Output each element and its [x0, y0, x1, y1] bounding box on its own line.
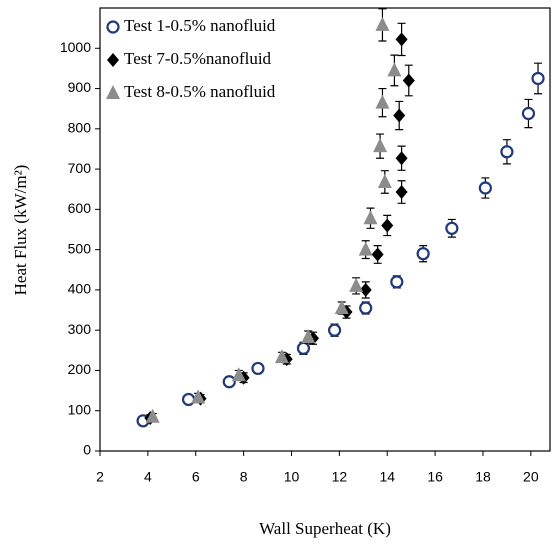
y-tick-label: 1000 — [60, 39, 91, 55]
data-point — [296, 341, 311, 355]
data-point — [222, 375, 236, 389]
data-point — [231, 367, 246, 382]
legend-label: Test 1-0.5% nanofluid — [124, 16, 276, 35]
legend-label: Test 8-0.5% nanofluid — [124, 82, 276, 101]
data-point — [274, 349, 289, 364]
data-point — [375, 16, 390, 31]
data-point — [521, 106, 536, 121]
data-point — [358, 241, 373, 256]
data-point — [402, 73, 415, 88]
data-point — [375, 94, 390, 109]
legend-marker — [106, 85, 120, 99]
data-point — [145, 408, 160, 423]
data-point — [387, 62, 402, 77]
data-point — [373, 138, 388, 153]
y-tick-label: 700 — [68, 160, 92, 176]
data-point — [191, 389, 206, 404]
data-point — [395, 32, 408, 47]
data-point — [359, 282, 372, 297]
y-tick-label: 0 — [83, 442, 91, 458]
x-tick-label: 2 — [96, 469, 104, 485]
y-tick-label: 400 — [68, 281, 92, 297]
data-point — [395, 185, 408, 200]
data-point — [390, 275, 404, 289]
data-point — [349, 277, 364, 292]
x-tick-label: 16 — [427, 469, 443, 485]
y-tick-label: 900 — [68, 79, 92, 95]
legend-marker — [106, 20, 120, 34]
legend-label: Test 7-0.5%nanofluid — [124, 49, 272, 68]
x-tick-label: 8 — [240, 469, 248, 485]
plot-frame — [99, 7, 551, 452]
x-tick-label: 6 — [192, 469, 200, 485]
data-point — [395, 151, 408, 166]
data-point — [416, 247, 430, 261]
x-tick-label: 12 — [332, 469, 348, 485]
data-point — [363, 210, 378, 225]
x-axis-title: Wall Superheat (K) — [259, 519, 391, 538]
data-point — [393, 108, 406, 123]
x-tick-label: 18 — [475, 469, 491, 485]
y-tick-label: 800 — [68, 120, 92, 136]
y-tick-label: 100 — [68, 401, 92, 417]
x-tick-label: 20 — [523, 469, 539, 485]
y-tick-label: 300 — [68, 321, 92, 337]
data-point — [478, 181, 492, 195]
data-point — [334, 300, 349, 315]
y-tick-label: 500 — [68, 240, 92, 256]
data-point — [371, 247, 384, 262]
y-tick-label: 200 — [68, 361, 92, 377]
data-point — [531, 71, 545, 86]
data-point — [301, 329, 316, 344]
data-point — [500, 145, 514, 159]
y-tick-label: 600 — [68, 200, 92, 216]
data-point — [327, 323, 342, 337]
data-point — [381, 218, 394, 233]
y-axis-title: Heat Flux (kW/m²) — [11, 165, 30, 296]
data-point — [377, 173, 392, 188]
legend-marker — [107, 53, 119, 67]
data-point — [445, 221, 459, 235]
x-tick-label: 14 — [379, 469, 395, 485]
data-point — [251, 361, 265, 376]
x-tick-label: 4 — [144, 469, 152, 485]
data-point — [359, 301, 373, 315]
x-tick-label: 10 — [284, 469, 300, 485]
